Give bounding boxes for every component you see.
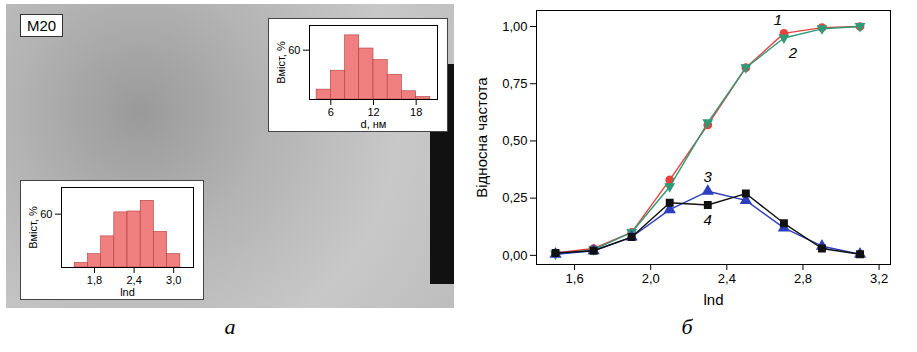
svg-text:1,8: 1,8 (87, 274, 102, 286)
svg-text:60: 60 (288, 44, 300, 56)
svg-text:12: 12 (367, 106, 379, 118)
html-text:б: б (681, 314, 693, 339)
svg-text:0,50: 0,50 (502, 133, 527, 148)
svg-text:0,00: 0,00 (502, 248, 527, 263)
svg-text:3: 3 (704, 168, 713, 185)
svg-text:lnd: lnd (703, 291, 723, 308)
svg-text:4: 4 (704, 211, 712, 228)
svg-text:Вміст, %: Вміст, % (275, 41, 287, 84)
svg-text:3,0: 3,0 (166, 274, 181, 286)
svg-text:6: 6 (328, 106, 334, 118)
svg-text:lnd: lnd (120, 286, 135, 298)
svg-text:2: 2 (788, 44, 798, 61)
svg-text:0,25: 0,25 (502, 190, 527, 205)
svg-text:2,0: 2,0 (642, 271, 660, 286)
svg-text:18: 18 (410, 106, 422, 118)
svg-text:0,75: 0,75 (502, 76, 527, 91)
svg-text:Відносна частота: Відносна частота (473, 77, 490, 198)
html-text:а: а (224, 314, 236, 339)
svg-text:3,2: 3,2 (870, 271, 888, 286)
html-text:M20: M20 (27, 17, 57, 34)
svg-text:2,4: 2,4 (718, 271, 736, 286)
svg-text:1,6: 1,6 (566, 271, 584, 286)
svg-text:60: 60 (40, 208, 52, 220)
svg-text:Вміст, %: Вміст, % (27, 206, 39, 249)
svg-text:1: 1 (774, 11, 782, 28)
svg-text:2,4: 2,4 (126, 274, 141, 286)
svg-text:d, нм: d, нм (361, 118, 387, 130)
svg-text:2,8: 2,8 (794, 271, 812, 286)
svg-text:1,00: 1,00 (502, 19, 527, 34)
